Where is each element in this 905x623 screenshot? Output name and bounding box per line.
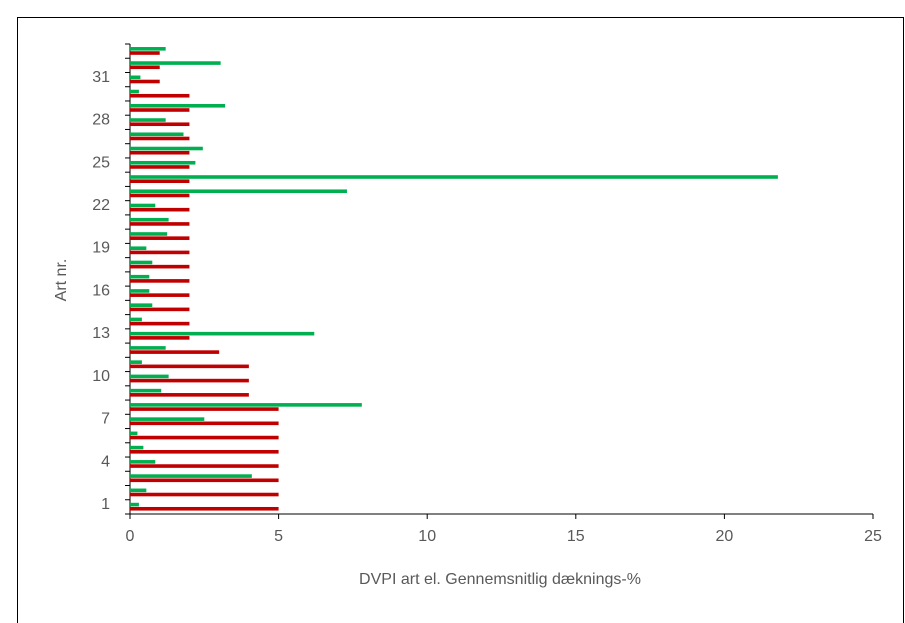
bar: [130, 321, 190, 326]
bar: [130, 407, 279, 411]
bar: [130, 492, 279, 497]
bar: [130, 388, 162, 393]
x-tick-label: 5: [274, 528, 283, 545]
bar: [130, 260, 153, 265]
y-tick-label: 13: [92, 325, 110, 342]
bar: [130, 89, 139, 94]
bar: [130, 336, 190, 340]
bar: [130, 160, 196, 165]
bar: [130, 403, 362, 407]
bar: [130, 232, 168, 236]
bar: [130, 250, 190, 255]
bar: [130, 279, 190, 283]
bar: [130, 65, 160, 70]
bar: [130, 478, 279, 483]
y-tick-label: 22: [92, 197, 110, 214]
bar: [130, 150, 190, 155]
bar: [130, 118, 166, 122]
y-axis-label: Art nr.: [53, 259, 70, 302]
bar: [130, 47, 166, 51]
bar: [130, 445, 144, 450]
bar: [130, 289, 150, 293]
bar: [130, 179, 190, 184]
bar: [130, 317, 142, 322]
bar: [130, 203, 156, 208]
bar: [130, 132, 184, 137]
x-tick-label: 25: [864, 528, 882, 545]
bar: [130, 193, 190, 198]
bar: [130, 374, 169, 379]
y-tick-label: 16: [92, 282, 110, 299]
bar: [130, 506, 279, 511]
y-tick-label: 25: [92, 154, 110, 171]
x-tick-label: 0: [126, 528, 135, 545]
bar: [130, 189, 347, 194]
bar: [130, 431, 138, 436]
y-tick-label: 28: [92, 112, 110, 129]
bar: [130, 103, 226, 108]
bar: [130, 293, 190, 297]
bar: [130, 51, 160, 55]
bar: [130, 93, 190, 98]
bar: [130, 417, 205, 421]
bar: [130, 217, 169, 222]
bar: [130, 393, 249, 397]
bar: [130, 378, 249, 383]
bar: [130, 435, 279, 440]
y-tick-label: 10: [92, 368, 110, 385]
bar: [130, 75, 141, 80]
bar: [130, 303, 153, 307]
x-tick-label: 20: [716, 528, 734, 545]
chart-frame: [17, 17, 904, 623]
bar: [130, 175, 778, 179]
y-tick-label: 1: [101, 496, 110, 513]
x-tick-label: 10: [418, 528, 436, 545]
bar: [130, 274, 150, 279]
bar: [130, 450, 279, 454]
bar: [130, 421, 279, 426]
bar: [130, 136, 190, 141]
bar: [130, 222, 190, 226]
bar: [130, 236, 190, 240]
bar: [130, 364, 249, 369]
y-tick-label: 31: [92, 69, 110, 86]
y-tick-label: 19: [92, 240, 110, 257]
y-tick-label: 7: [101, 411, 110, 428]
bar: [130, 61, 221, 65]
bar: [130, 350, 220, 354]
x-axis-label: DVPI art el. Gennemsnitlig dæknings-%: [359, 571, 641, 588]
bar: [130, 360, 142, 364]
bar: [130, 146, 203, 151]
bar: [130, 488, 147, 493]
bar: [130, 331, 315, 336]
bar: [130, 464, 279, 468]
bar: [130, 79, 160, 84]
bar: [130, 264, 190, 269]
bar: [130, 246, 147, 251]
bar: [130, 165, 190, 169]
bar: [130, 502, 139, 507]
bar: [130, 207, 190, 212]
bar: [130, 474, 252, 478]
y-tick-label: 4: [101, 453, 110, 470]
bar: [130, 307, 190, 312]
bar: [130, 108, 190, 112]
x-tick-label: 15: [567, 528, 585, 545]
bar: [130, 460, 156, 464]
bar: [130, 122, 190, 127]
bar: [130, 346, 166, 350]
